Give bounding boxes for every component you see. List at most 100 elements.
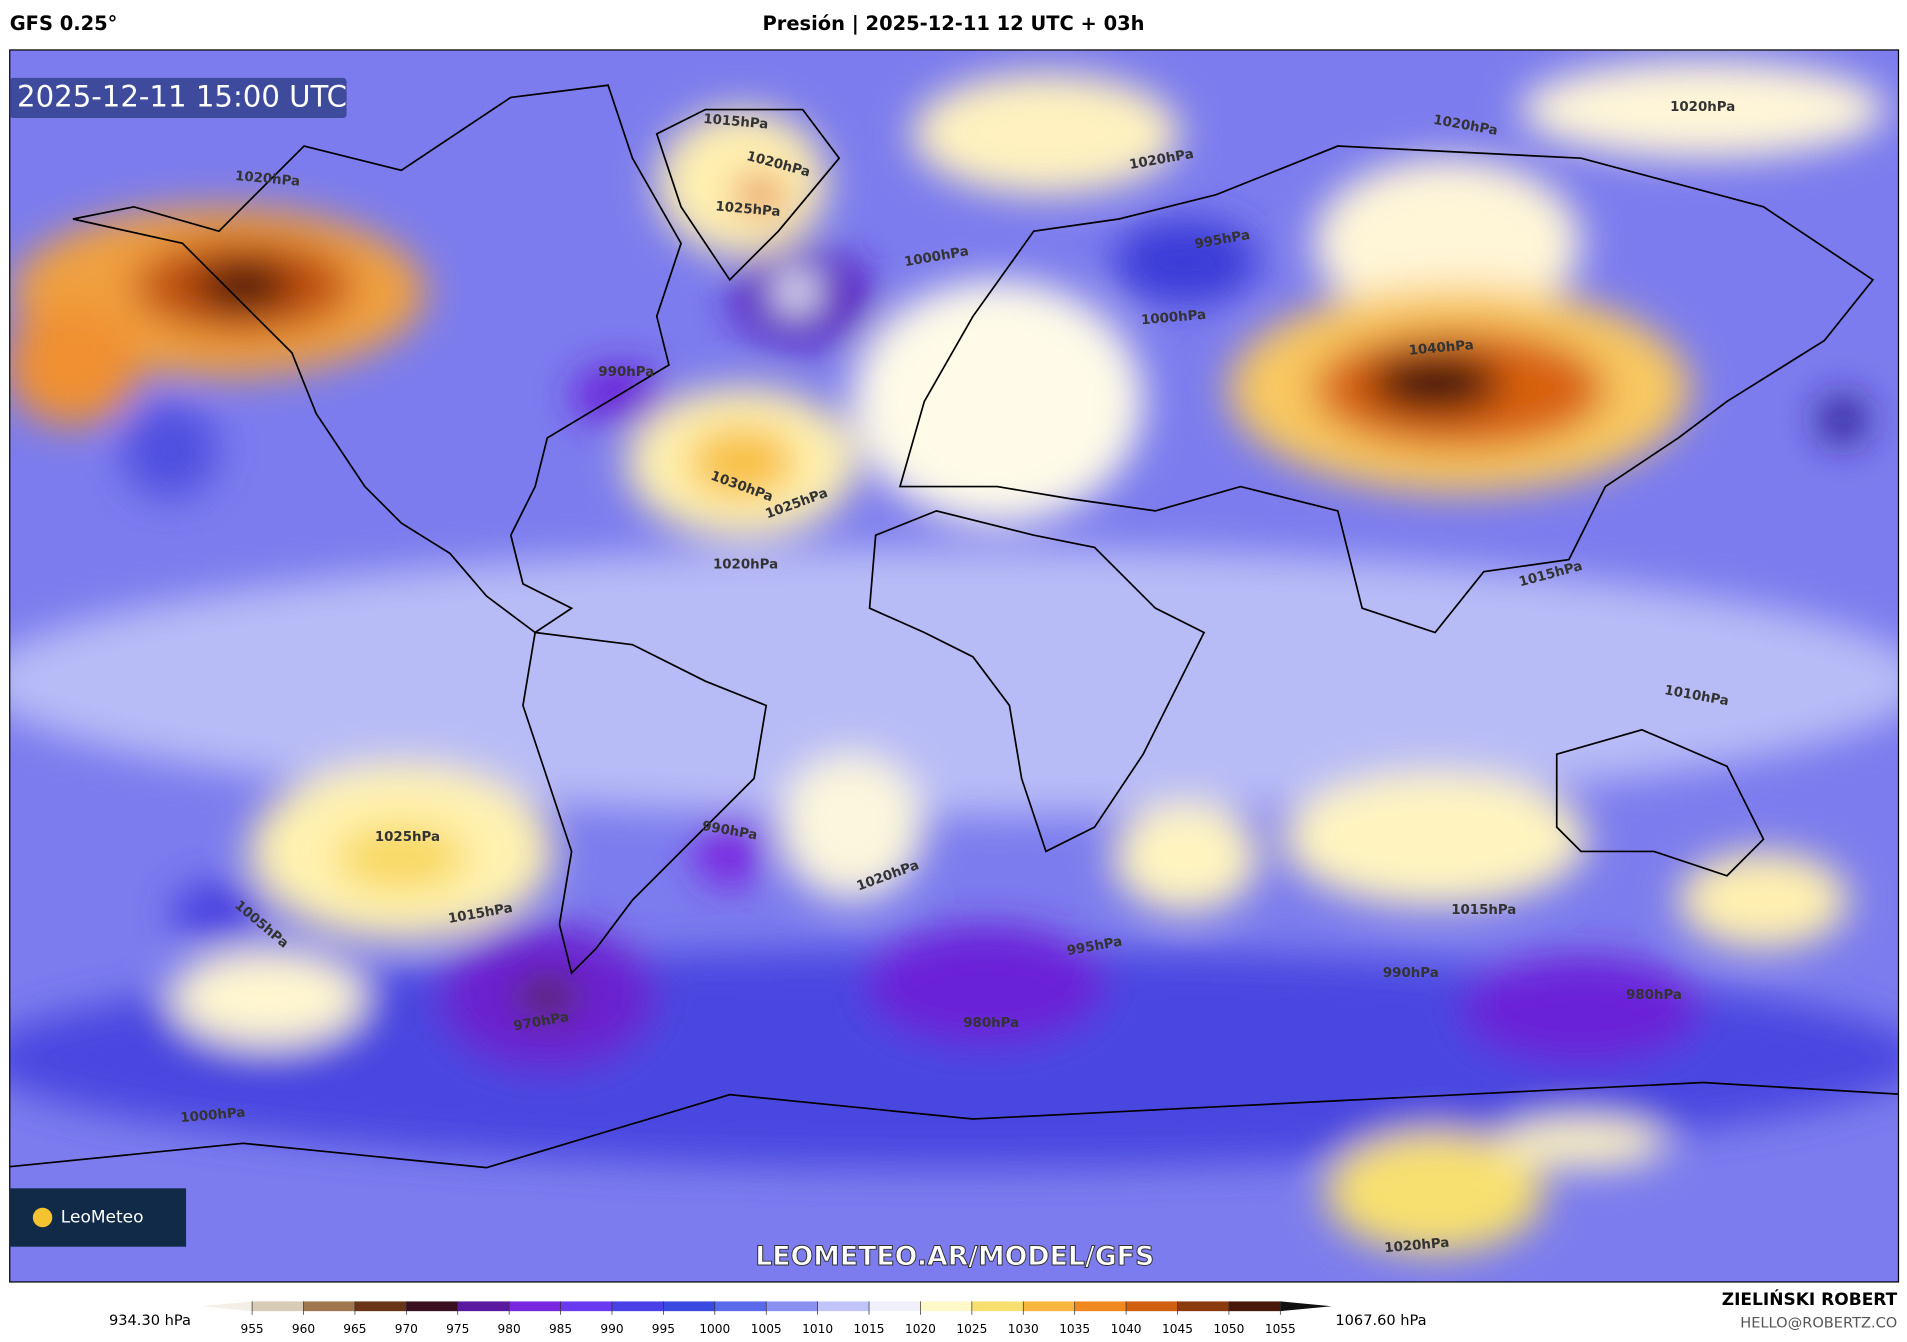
logo: LeoMeteo: [61, 1208, 144, 1228]
colorbar-tick-label: 955: [240, 1322, 263, 1336]
isobar-label: 990hPa: [598, 365, 654, 380]
email: HELLO@ROBERTZ.CO: [1740, 1314, 1897, 1331]
isobar-label: 1020hPa: [234, 169, 300, 190]
colorbar-segment: [1074, 1301, 1127, 1312]
pressure-blob: [1678, 851, 1849, 949]
pressure-blob: [687, 425, 797, 499]
pressure-blob: [1112, 802, 1259, 913]
coastlines: [9, 84, 1899, 1169]
isobar-label: 1040hPa: [1408, 338, 1474, 359]
colorbar-segment: [457, 1301, 510, 1312]
colorbar-min-label: 934.30 hPa: [109, 1312, 191, 1329]
colorbar-max-label: 1067.60 hPa: [1335, 1312, 1426, 1329]
colorbar-segment: [1023, 1301, 1076, 1312]
colorbar-segment: [766, 1301, 819, 1312]
pressure-blob: [851, 279, 1144, 524]
colorbar-tick-label: 1055: [1265, 1322, 1296, 1336]
pressure-blob: [1520, 60, 1886, 159]
colorbar-tick-label: 1050: [1213, 1322, 1244, 1336]
logo-sun: [32, 1207, 53, 1228]
isobar-label: 1025hPa: [375, 830, 440, 845]
pressure-blob: [194, 261, 292, 311]
isobar-label: 1020hPa: [1670, 100, 1735, 115]
australia: [1555, 728, 1765, 877]
isobar-label: 1020hPa: [713, 557, 778, 572]
isobar-label: 1000hPa: [1141, 308, 1207, 329]
isobar-label: 980hPa: [1626, 988, 1682, 1003]
pressure-field: [9, 60, 1899, 1253]
colorbar-tick-label: 960: [292, 1322, 315, 1336]
pressure-blob: [1283, 772, 1588, 907]
colorbar-segment: [971, 1301, 1024, 1312]
colorbar-tick-label: 965: [343, 1322, 366, 1336]
africa: [868, 510, 1206, 853]
pressure-blob: [121, 401, 219, 499]
map-title: Presión | 2025-12-11 12 UTC + 03h: [762, 12, 1144, 35]
pressure-blob: [774, 272, 819, 312]
colorbar-segment: [406, 1301, 459, 1312]
colorbar-segment: [1228, 1301, 1281, 1312]
colorbar-tick-label: 995: [652, 1322, 675, 1336]
pressure-blob: [656, 109, 828, 256]
colorbar-segment: [869, 1301, 922, 1312]
greenland: [655, 108, 841, 282]
colorbar-tick-label: 970: [395, 1322, 418, 1336]
antarctica: [9, 1081, 1899, 1169]
eurasia: [898, 145, 1875, 634]
pressure-blob: [1325, 1131, 1545, 1253]
timestamp-box: [9, 77, 347, 119]
colorbar-segment: [303, 1301, 356, 1312]
colorbar-end: [1280, 1301, 1332, 1312]
pressure-blob: [863, 924, 1107, 1047]
map: 1020hPa1015hPa1020hPa1025hPa1000hPa995hP…: [9, 49, 1899, 1282]
isobar-label: 980hPa: [963, 1016, 1019, 1031]
colorbar-segment: [920, 1301, 973, 1312]
pressure-blob: [170, 948, 365, 1047]
colorbar-tick-label: 1000: [699, 1322, 730, 1336]
colorbar-tick-label: 1045: [1162, 1322, 1193, 1336]
south-america: [522, 631, 768, 975]
colorbar-tick-label: 975: [446, 1322, 469, 1336]
colorbar-tick-label: 1010: [802, 1322, 833, 1336]
pressure-blob: [1459, 954, 1703, 1065]
model-name: GFS 0.25°: [10, 12, 118, 35]
colorbar-tick-label: 1005: [751, 1322, 782, 1336]
pressure-blob: [1112, 219, 1259, 305]
pressure-blob: [170, 881, 268, 943]
pressure-blob: [334, 823, 469, 892]
pressure-blob: [778, 754, 925, 901]
colorbar-segment: [1126, 1301, 1179, 1312]
pressure-blob: [516, 977, 578, 1017]
pressure-blob: [735, 177, 785, 212]
colorbar-tick-label: 980: [498, 1322, 521, 1336]
colorbar-tick-label: 1030: [1008, 1322, 1039, 1336]
isobar-label: 1020hPa: [1384, 1236, 1450, 1257]
pressure-blob: [1818, 395, 1867, 445]
colorbar-tick-label: 1020: [905, 1322, 936, 1336]
timestamp: 2025-12-11 15:00 UTC: [17, 80, 347, 114]
colorbar-segment: [252, 1301, 305, 1312]
isobar-label: 1015hPa: [703, 112, 769, 133]
colorbar-tick-label: 985: [549, 1322, 572, 1336]
colorbar-tick-label: 1015: [854, 1322, 885, 1336]
colorbar-tick-label: 1025: [956, 1322, 987, 1336]
colorbar-end: [200, 1301, 253, 1312]
pressure-blob: [1368, 352, 1503, 414]
map-frame: [9, 49, 1900, 1283]
colorbar-segment: [1177, 1301, 1230, 1312]
colorbar: 955 960 965 970 975 980 985 990 995 1000 1005 1010 1…: [200, 1301, 1332, 1336]
pressure-blob: [1313, 158, 1582, 329]
pressure-blob: [1495, 1118, 1667, 1168]
colorbar-tick-label: 990: [600, 1322, 623, 1336]
author: ZIELIŃSKI ROBERT: [1722, 1288, 1898, 1310]
pressure-blob: [9, 547, 1899, 815]
colorbar-tick-label: 1040: [1111, 1322, 1142, 1336]
watermark: LEOMETEO.AR/MODEL/GFS: [755, 1241, 1154, 1272]
colorbar-segment: [509, 1301, 562, 1312]
pressure-blob: [912, 73, 1180, 195]
colorbar-segment: [354, 1301, 407, 1312]
colorbar-tick-label: 1035: [1059, 1322, 1090, 1336]
colorbar-segment: [560, 1301, 613, 1312]
